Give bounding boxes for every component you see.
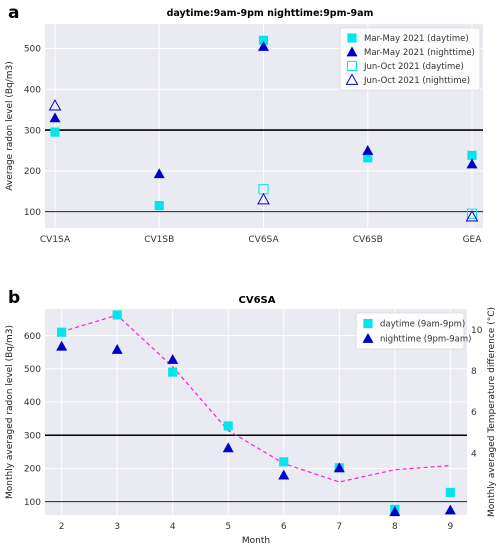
y2-tick-label-10: 10 — [471, 326, 483, 336]
legend-entry-nighttime-9pm-9am: nighttime (9pm-9am) — [380, 335, 471, 345]
x-tick-label-cv1sb: CV1SB — [144, 235, 174, 245]
y2-tick-label-4: 4 — [471, 449, 477, 459]
panel-b-legend: daytime (9am-9pm) nighttime (9pm-9am) — [355, 312, 471, 350]
marker-mar-may-2021-daytime-gea — [467, 150, 477, 160]
legend-marker-mar-may-2021-daytime — [347, 33, 357, 43]
x-tick-label-6: 6 — [281, 522, 287, 532]
y2-tick-label-6: 6 — [471, 408, 477, 418]
y-tick-label-100: 100 — [24, 498, 41, 508]
marker-nighttime-9pm-9am-month-5 — [222, 442, 234, 453]
y-tick-label-500: 500 — [24, 45, 41, 55]
marker-mar-may-2021-daytime-cv6sb — [363, 153, 373, 163]
marker-nighttime-9pm-9am-month-6 — [278, 469, 290, 480]
panel-a-label: a — [8, 3, 19, 23]
panel-b-markers — [56, 310, 456, 517]
panel-a-y-ticks: 100 200 300 400 500 — [24, 45, 41, 218]
marker-jun-oct-2021-nighttime-cv6sa — [257, 192, 270, 205]
panel-a-reference-lines — [45, 129, 483, 213]
marker-mar-may-2021-daytime-cv6sa — [258, 35, 269, 45]
panel-a-x-ticks: CV1SA CV1SB CV6SA CV6SB GEA — [40, 235, 482, 245]
y-tick-label-200: 200 — [24, 167, 41, 177]
marker-mar-may-2021-nighttime-cv6sb — [362, 144, 374, 155]
marker-nighttime-9pm-9am-month-2 — [56, 340, 68, 351]
legend-marker-mar-may-2021-nighttime — [346, 46, 358, 57]
panel-b-x-axis-label: Month — [242, 536, 270, 546]
legend-box — [339, 27, 481, 91]
x-tick-label-5: 5 — [225, 522, 231, 532]
x-tick-label-4: 4 — [170, 522, 176, 532]
marker-jun-oct-2021-nighttime-gea — [465, 210, 479, 222]
y-tick-label-200: 200 — [24, 465, 41, 475]
legend-box — [355, 312, 465, 350]
x-tick-label-2: 2 — [59, 522, 65, 532]
marker-mar-may-2021-nighttime-cv6sa — [258, 40, 269, 51]
y2-tick-label-8: 8 — [471, 367, 477, 377]
x-tick-label-7: 7 — [336, 522, 342, 532]
panel-a-markers — [48, 35, 479, 222]
legend-entry-jun-oct-2021-nighttime: Jun-Oct 2021 (nighttime) — [363, 76, 470, 86]
legend-entry-mar-may-2021-daytime: Mar-May 2021 (daytime) — [364, 34, 469, 44]
marker-nighttime-9pm-9am-month-9 — [444, 504, 456, 515]
y-tick-label-400: 400 — [24, 398, 41, 408]
panel-b-reference-lines — [45, 434, 467, 503]
marker-mar-may-2021-nighttime-cv1sb — [153, 168, 165, 179]
marker-daytime-9am-9pm-month-4 — [168, 367, 178, 377]
x-tick-label-cv1sa: CV1SA — [40, 235, 71, 245]
x-tick-label-cv6sb: CV6SB — [353, 235, 383, 245]
marker-nighttime-9pm-9am-month-8 — [389, 506, 401, 517]
marker-daytime-9am-9pm-month-9 — [445, 487, 455, 497]
legend-marker-nighttime-9pm-9am — [362, 333, 374, 343]
panel-b-y2-ticks: 4 6 8 10 — [471, 326, 483, 460]
panel-b-y-axis-label: Monthly averaged radon level (Bq/m3) — [5, 325, 15, 499]
legend-entry-jun-oct-2021-daytime: Jun-Oct 2021 (daytime) — [363, 62, 464, 72]
temperature-difference-line — [61, 314, 451, 483]
panel-a: a daytime:9am-9pm nighttime:9pm-9am 100 2… — [5, 3, 483, 245]
panel-a-title: daytime:9am-9pm nighttime:9pm-9am — [167, 8, 374, 19]
marker-mar-may-2021-daytime-cv1sa — [50, 127, 60, 137]
marker-daytime-9am-9pm-month-6 — [279, 457, 289, 467]
y-tick-label-600: 600 — [24, 332, 41, 342]
marker-nighttime-9pm-9am-month-3 — [111, 344, 123, 354]
marker-jun-oct-2021-daytime-gea — [466, 208, 478, 219]
legend-entry-mar-may-2021-nighttime: Mar-May 2021 (nighttime) — [364, 48, 475, 58]
marker-daytime-9am-9pm-month-5 — [223, 421, 233, 431]
marker-mar-may-2021-nighttime-gea — [466, 158, 478, 169]
panel-a-legend: Mar-May 2021 (daytime) Mar-May 2021 (nigh… — [339, 27, 481, 91]
panel-a-y-axis-label: Average radon level (Bq/m3) — [5, 61, 15, 191]
panel-b-x-ticks: 2 3 4 5 6 7 8 9 — [59, 522, 454, 532]
legend-marker-jun-oct-2021-daytime — [346, 60, 358, 72]
marker-nighttime-9pm-9am-month-7 — [333, 462, 345, 473]
x-tick-label-9: 9 — [447, 522, 453, 532]
y-tick-label-300: 300 — [24, 126, 41, 136]
panel-b-y-ticks: 100 200 300 400 500 600 — [24, 332, 41, 508]
y-tick-label-300: 300 — [24, 431, 41, 441]
marker-daytime-9am-9pm-month-3 — [112, 310, 122, 320]
marker-mar-may-2021-daytime-cv1sb — [154, 200, 164, 211]
panel-b-y2-axis-label: Monthly averaged Temperature difference … — [487, 307, 497, 517]
y-tick-label-500: 500 — [24, 365, 41, 375]
x-tick-label-cv6sa: CV6SA — [248, 235, 279, 245]
x-tick-label-gea: GEA — [463, 235, 483, 245]
legend-marker-daytime-9am-9pm — [363, 318, 373, 329]
marker-mar-may-2021-nighttime-cv1sa — [49, 112, 61, 123]
x-tick-label-8: 8 — [392, 522, 398, 532]
legend-marker-jun-oct-2021-nighttime — [345, 73, 359, 85]
panel-b-label: b — [8, 288, 20, 308]
marker-daytime-9am-9pm-month-2 — [57, 327, 67, 337]
panel-b: b CV6SA 100 200 300 400 500 600 4 6 8 10 2 3 4 5 6 7 8… — [5, 288, 497, 546]
panel-b-title: CV6SA — [239, 295, 276, 306]
panel-b-temperature-line — [61, 314, 451, 483]
x-tick-label-3: 3 — [114, 522, 120, 532]
y-tick-label-400: 400 — [24, 85, 41, 95]
legend-entry-daytime-9am-9pm: daytime (9am-9pm) — [380, 320, 465, 330]
marker-jun-oct-2021-nighttime-cv1sa — [48, 99, 62, 111]
marker-nighttime-9pm-9am-month-4 — [167, 354, 179, 364]
y-tick-label-100: 100 — [24, 208, 41, 218]
